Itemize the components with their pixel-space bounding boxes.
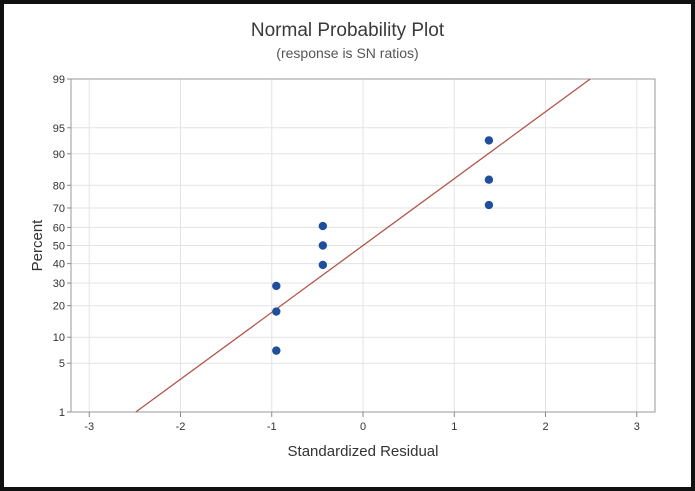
y-tick-label: 30 <box>53 278 65 290</box>
data-point <box>318 221 328 231</box>
data-point <box>484 136 494 145</box>
x-tick-label: 0 <box>360 421 366 433</box>
data-point <box>272 307 281 316</box>
y-axis-label: Percent <box>29 219 46 272</box>
y-tick-label: 90 <box>53 149 65 161</box>
y-tick-label: 10 <box>53 332 65 344</box>
y-axis-ticks: 1 5 10 20 30 40 50 60 70 80 90 95 99 <box>53 74 71 419</box>
x-axis-label: Standardized Residual <box>288 443 439 460</box>
y-tick-label: 95 <box>53 123 65 135</box>
y-tick-label: 60 <box>53 222 65 234</box>
fit-line <box>135 78 591 413</box>
x-tick-label: -3 <box>84 421 94 433</box>
chart-title: Normal Probability Plot <box>250 20 445 41</box>
data-points <box>272 136 494 355</box>
x-axis-ticks: -3 -2 -1 0 1 2 3 <box>84 412 640 433</box>
y-tick-label: 1 <box>59 407 65 419</box>
chart-subtitle: (response is SN ratios) <box>276 45 419 61</box>
x-tick-label: 2 <box>542 421 548 433</box>
data-point <box>484 200 494 210</box>
y-tick-label: 40 <box>53 259 65 271</box>
x-tick-label: -1 <box>267 421 277 433</box>
data-point <box>272 346 281 355</box>
data-point <box>484 175 494 184</box>
y-tick-label: 50 <box>53 241 65 253</box>
data-point <box>318 241 328 250</box>
x-tick-label: 3 <box>634 421 640 433</box>
x-tick-label: -2 <box>176 421 186 433</box>
y-tick-label: 70 <box>53 203 65 215</box>
y-tick-label: 99 <box>53 74 65 86</box>
data-point <box>318 260 328 270</box>
y-tick-label: 5 <box>59 358 65 370</box>
data-point <box>272 281 281 291</box>
y-tick-label: 80 <box>53 180 65 192</box>
x-tick-label: 1 <box>451 421 457 433</box>
y-tick-label: 20 <box>53 301 65 313</box>
